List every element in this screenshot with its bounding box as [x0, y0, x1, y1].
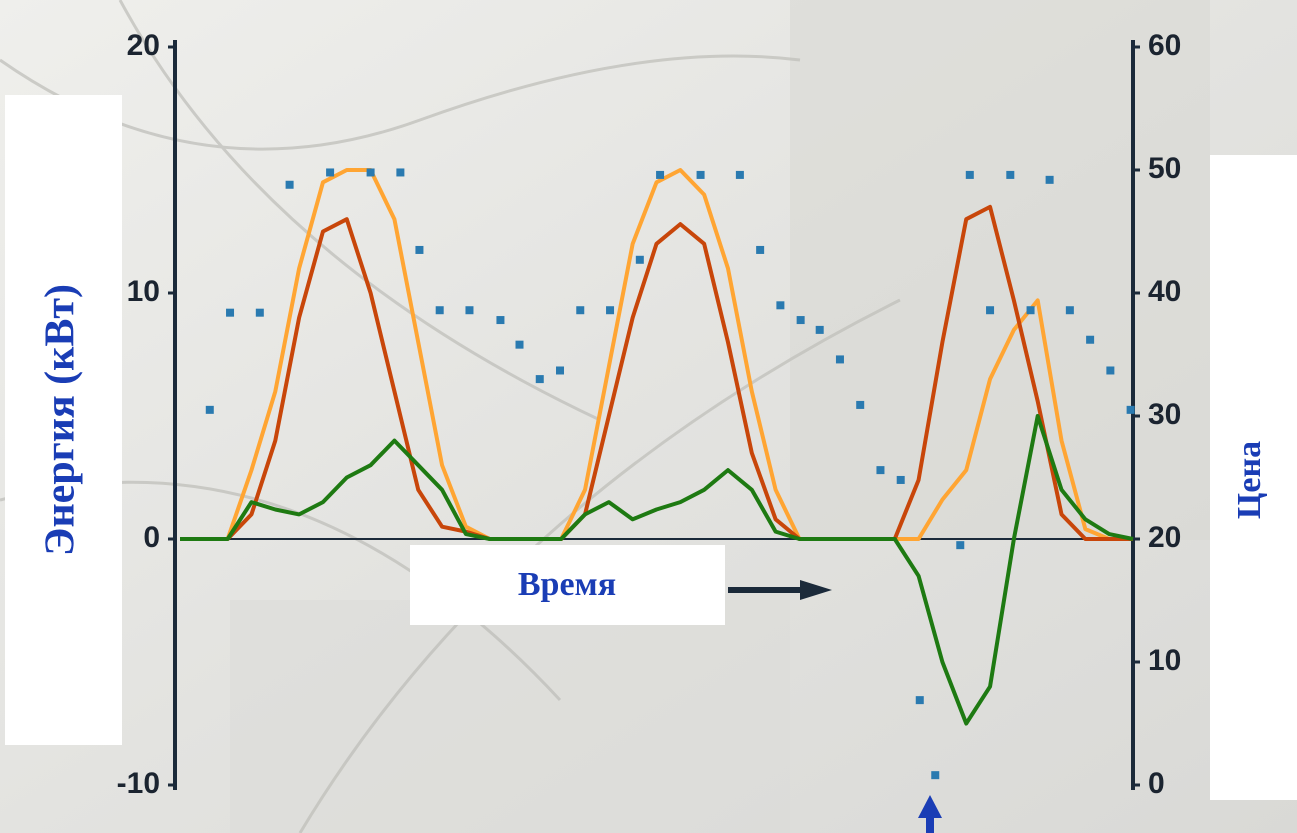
y-tick-label: -10 [117, 767, 160, 800]
series-line [180, 204, 1133, 541]
price-point [915, 696, 924, 705]
price-point [656, 170, 665, 179]
background-roof [230, 600, 790, 833]
series-line [180, 168, 1133, 541]
price-point [255, 308, 264, 317]
y2-tick-label: 50 [1148, 152, 1181, 185]
price-point [835, 355, 844, 364]
price-point [606, 306, 615, 315]
price-point [1086, 335, 1095, 344]
price-point [931, 771, 940, 780]
y2-tick-label: 60 [1148, 29, 1181, 62]
price-point [1026, 306, 1035, 315]
price-point [956, 541, 965, 550]
y-axis-label: Энергия (кВт) [38, 284, 84, 556]
y-tick-label: 20 [127, 29, 160, 62]
price-point [965, 170, 974, 179]
price-point [285, 180, 294, 189]
price-point [465, 306, 474, 315]
price-point [635, 255, 644, 264]
price-point [226, 308, 235, 317]
price-point [815, 325, 824, 334]
price-point [576, 306, 585, 315]
pointer-arrow-head [918, 795, 942, 818]
price-point [496, 316, 505, 325]
annotation: Время [518, 566, 616, 603]
price-point [515, 340, 524, 349]
price-point [435, 306, 444, 315]
y2-label-box [1210, 155, 1297, 800]
price-point [556, 366, 565, 375]
y2-axis-label: Цена [1231, 441, 1268, 519]
price-point [366, 168, 375, 177]
plot-area: -10 0 10 20 0 10 20 30 40 50 60 [117, 29, 1182, 800]
price-point [735, 170, 744, 179]
y2-tick-label: 40 [1148, 275, 1181, 308]
y2-tick-label: 10 [1148, 644, 1181, 677]
y2-tick-label: 0 [1148, 767, 1165, 800]
y-label-box [5, 95, 122, 745]
price-point [396, 168, 405, 177]
price-point [856, 400, 865, 409]
y2-tick-label: 30 [1148, 398, 1181, 431]
price-point [796, 316, 805, 325]
price-point [1065, 306, 1074, 315]
price-point [1126, 405, 1135, 414]
price-point [1045, 175, 1054, 184]
annotation-box [410, 545, 725, 625]
price-point [876, 466, 885, 475]
price-point [776, 301, 785, 310]
price-point [415, 245, 424, 254]
price-point [696, 170, 705, 179]
y-tick-label: 0 [143, 521, 160, 554]
price-point [535, 375, 544, 384]
background-building [790, 0, 1210, 540]
arrow-head [800, 580, 832, 600]
y2-tick-label: 20 [1148, 521, 1181, 554]
price-point [205, 405, 214, 414]
series-line [180, 414, 1134, 726]
price-point [326, 168, 335, 177]
y-tick-label: 10 [127, 275, 160, 308]
price-point [756, 245, 765, 254]
price-point [1106, 366, 1115, 375]
price-point [986, 306, 995, 315]
price-point [896, 475, 905, 484]
price-point [1006, 170, 1015, 179]
